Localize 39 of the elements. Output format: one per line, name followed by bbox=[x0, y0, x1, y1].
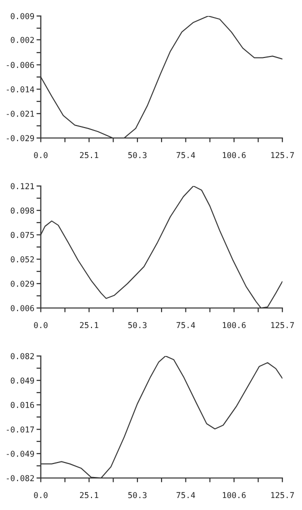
y-tick-label: 0.098 bbox=[10, 208, 34, 214]
y-tick-label: 0.082 bbox=[10, 353, 34, 360]
x-tick-label: 50.3 bbox=[128, 152, 147, 158]
x-tick-label: 100.6 bbox=[222, 492, 246, 498]
y-tick-label: -0.017 bbox=[6, 426, 34, 433]
y-tick-label: 0.006 bbox=[10, 305, 34, 312]
x-tick-label: 0.0 bbox=[34, 152, 48, 158]
line-series bbox=[40, 186, 282, 308]
x-tick-label: 75.4 bbox=[176, 322, 196, 328]
line-series bbox=[40, 16, 282, 138]
y-tick-label: 0.016 bbox=[10, 402, 34, 408]
x-tick-label: 0.0 bbox=[34, 322, 48, 328]
y-tick-label: 0.002 bbox=[10, 36, 34, 43]
x-tick-label: 75.4 bbox=[176, 492, 196, 498]
y-tick-label: -0.006 bbox=[6, 62, 34, 68]
y-tick-label: 0.121 bbox=[10, 183, 34, 190]
y-tick-label: -0.021 bbox=[6, 110, 34, 117]
x-tick-label: 125.7 bbox=[271, 492, 294, 498]
x-tick-label: 25.1 bbox=[80, 152, 98, 158]
x-tick-label: 100.6 bbox=[222, 322, 246, 328]
y-tick-label: 0.075 bbox=[10, 232, 34, 238]
x-tick-label: 75.4 bbox=[176, 152, 196, 158]
x-tick-label: 100.6 bbox=[222, 152, 246, 158]
x-tick-label: 125.7 bbox=[271, 322, 294, 328]
x-tick-label: 25.1 bbox=[80, 492, 98, 498]
y-tick-label: -0.049 bbox=[6, 450, 34, 457]
y-tick-label: 0.029 bbox=[10, 280, 34, 287]
y-tick-label: -0.029 bbox=[6, 135, 34, 142]
y-tick-label: -0.014 bbox=[6, 86, 34, 92]
y-tick-label: -0.082 bbox=[6, 475, 34, 482]
y-tick-label: 0.052 bbox=[10, 256, 34, 262]
x-tick-label: 0.0 bbox=[34, 492, 48, 498]
y-tick-label: 0.009 bbox=[10, 13, 34, 20]
line-series bbox=[40, 356, 282, 478]
x-tick-label: 25.1 bbox=[80, 322, 98, 328]
x-tick-label: 125.7 bbox=[271, 152, 294, 158]
x-tick-label: 50.3 bbox=[128, 492, 147, 498]
x-tick-label: 50.3 bbox=[128, 322, 147, 328]
y-tick-label: 0.049 bbox=[10, 378, 34, 384]
